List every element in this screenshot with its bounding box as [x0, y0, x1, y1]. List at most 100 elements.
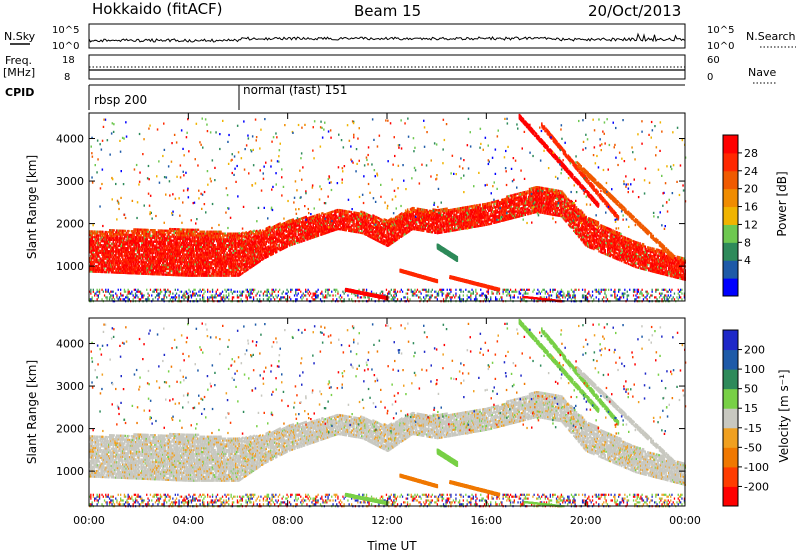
power-cell	[159, 252, 161, 255]
power-cell	[181, 243, 183, 246]
power-cell	[113, 233, 115, 236]
power-cell	[314, 235, 316, 238]
power-cell	[149, 257, 152, 260]
power-cell	[152, 244, 154, 247]
power-cell	[198, 261, 201, 264]
power-cell	[215, 253, 217, 256]
power-cell	[122, 243, 125, 246]
power-cell	[313, 234, 315, 237]
power-cell	[162, 256, 164, 259]
power-cell	[142, 242, 145, 245]
power-cell	[221, 261, 223, 264]
power-cell	[165, 229, 168, 232]
power-cell	[192, 234, 194, 237]
power-cell	[301, 226, 304, 229]
power-cell	[169, 264, 171, 267]
power-cell	[307, 238, 309, 241]
power-cell	[111, 254, 114, 257]
power-cell	[181, 262, 183, 265]
power-cell	[184, 243, 187, 246]
power-cell	[299, 229, 301, 232]
power-cell	[169, 237, 172, 240]
power-cell	[109, 263, 111, 266]
power-cell	[164, 260, 167, 263]
power-cell	[190, 230, 193, 233]
power-cell	[201, 265, 203, 268]
power-cell	[301, 234, 304, 237]
power-cell	[220, 257, 222, 260]
power-cell	[186, 272, 188, 275]
power-cell	[175, 254, 177, 258]
power-cell	[137, 259, 140, 262]
power-cell	[249, 243, 252, 246]
nave-label: Nave	[748, 66, 776, 79]
power-cell	[274, 225, 276, 228]
power-cell	[248, 240, 251, 243]
power-cell	[203, 240, 206, 243]
power-cell	[195, 228, 197, 231]
power-cell	[173, 233, 175, 236]
power-cell	[295, 225, 297, 228]
power-cell	[202, 249, 204, 252]
power-cell	[289, 240, 292, 243]
power-cell	[125, 252, 128, 255]
power-cell	[89, 243, 91, 246]
power-cell	[249, 249, 252, 252]
power-cell	[145, 242, 148, 245]
power-cell	[100, 244, 102, 247]
power-cell	[210, 234, 213, 237]
power-cell	[195, 234, 197, 237]
power-cell	[168, 243, 170, 246]
power-cell	[258, 235, 261, 238]
power-cell	[299, 238, 301, 242]
power-cell	[202, 274, 204, 277]
power-cell	[127, 249, 129, 252]
power-cell	[128, 260, 130, 263]
power-cell	[273, 242, 275, 245]
power-cell	[215, 272, 218, 275]
power-cell	[112, 256, 115, 259]
power-cell	[253, 248, 255, 252]
power-cell	[257, 257, 260, 260]
power-cell	[204, 263, 207, 266]
power-cell	[122, 260, 125, 263]
power-cell	[314, 214, 316, 217]
power-cell	[225, 265, 228, 268]
power-cell	[144, 247, 147, 251]
power-cell	[173, 260, 175, 263]
power-cell	[249, 255, 252, 258]
power-cell	[199, 255, 201, 258]
power-cell	[251, 257, 254, 260]
power-cell	[167, 266, 169, 269]
power-cell	[110, 246, 113, 249]
power-cell	[144, 253, 147, 256]
power-cell	[308, 234, 310, 237]
power-cell	[273, 246, 275, 249]
power-cell	[318, 213, 321, 216]
power-cell	[281, 244, 283, 247]
power-cell	[240, 242, 242, 245]
power-cell	[135, 264, 138, 267]
power-cell	[192, 245, 194, 249]
power-cell	[178, 264, 181, 267]
power-cell	[235, 249, 237, 252]
power-cell	[122, 243, 124, 246]
power-cell	[152, 231, 154, 234]
power-cell	[96, 230, 99, 233]
power-cell	[313, 220, 315, 223]
power-cell	[189, 272, 192, 275]
power-cell	[181, 268, 183, 271]
power-cell	[158, 254, 161, 257]
power-cell	[254, 234, 256, 238]
power-cell	[280, 246, 282, 249]
power-cell	[296, 224, 299, 227]
power-cell	[106, 248, 108, 251]
power-cell	[112, 231, 115, 234]
power-cell	[288, 238, 291, 241]
power-cell	[232, 242, 234, 245]
power-cell	[229, 247, 232, 250]
power-cell	[172, 229, 174, 233]
power-cell	[229, 267, 232, 270]
power-cell	[137, 262, 140, 266]
power-cell	[248, 263, 251, 266]
